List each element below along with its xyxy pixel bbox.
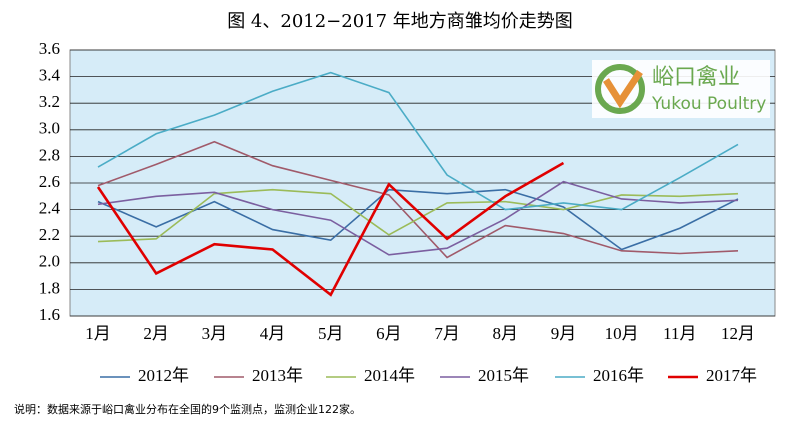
y-tick-label: 3.4 xyxy=(39,66,61,85)
logo-ring xyxy=(595,64,645,114)
x-tick-label: 2月 xyxy=(143,324,169,343)
y-tick-label: 1.6 xyxy=(39,305,60,324)
y-tick-label: 2.8 xyxy=(39,145,60,164)
legend-label: 2014年 xyxy=(364,366,415,385)
y-tick-label: 2.6 xyxy=(39,172,60,191)
x-tick-label: 5月 xyxy=(318,324,344,343)
y-tick-label: 1.8 xyxy=(39,278,60,297)
note: 说明：数据来源于峪口禽业分布在全国的9个监测点，监测企业122家。 xyxy=(14,402,361,416)
series-line xyxy=(97,71,739,211)
series-line xyxy=(97,140,739,259)
legend-label: 2015年 xyxy=(478,366,529,385)
x-tick-label: 7月 xyxy=(434,324,460,343)
logo: 峪口禽业 Yukou Poultry xyxy=(592,60,770,118)
legend-label: 2012年 xyxy=(138,366,189,385)
chart-title: 图 4、2012−2017 年地方商雏均价走势图 xyxy=(227,11,573,32)
x-tick-label: 11月 xyxy=(663,324,696,343)
y-tick-label: 3.0 xyxy=(39,119,60,138)
x-tick-label: 9月 xyxy=(551,324,577,343)
y-tick-label: 2.2 xyxy=(39,225,60,244)
x-tick-label: 12月 xyxy=(721,324,755,343)
series-line xyxy=(96,161,565,297)
x-tick-label: 6月 xyxy=(376,324,402,343)
legend-label: 2013年 xyxy=(252,366,303,385)
x-tick-label: 10月 xyxy=(605,324,639,343)
y-tick-label: 2.4 xyxy=(39,199,61,218)
x-tick-label: 4月 xyxy=(260,324,286,343)
x-tick-label: 8月 xyxy=(493,324,519,343)
series-line xyxy=(97,188,739,243)
y-tick-label: 2.0 xyxy=(39,252,60,271)
logo-check xyxy=(603,70,643,109)
legend-label: 2016年 xyxy=(593,366,644,385)
legend-label: 2017年 xyxy=(706,366,757,385)
x-tick-label: 3月 xyxy=(202,324,228,343)
x-tick-label: 1月 xyxy=(85,324,111,343)
logo-name: 峪口禽业 xyxy=(652,65,740,90)
y-tick-label: 3.2 xyxy=(39,92,60,111)
y-tick-label: 3.6 xyxy=(39,39,60,58)
series-line xyxy=(97,188,739,251)
series-line xyxy=(97,180,739,256)
logo-english: Yukou Poultry xyxy=(651,94,766,114)
